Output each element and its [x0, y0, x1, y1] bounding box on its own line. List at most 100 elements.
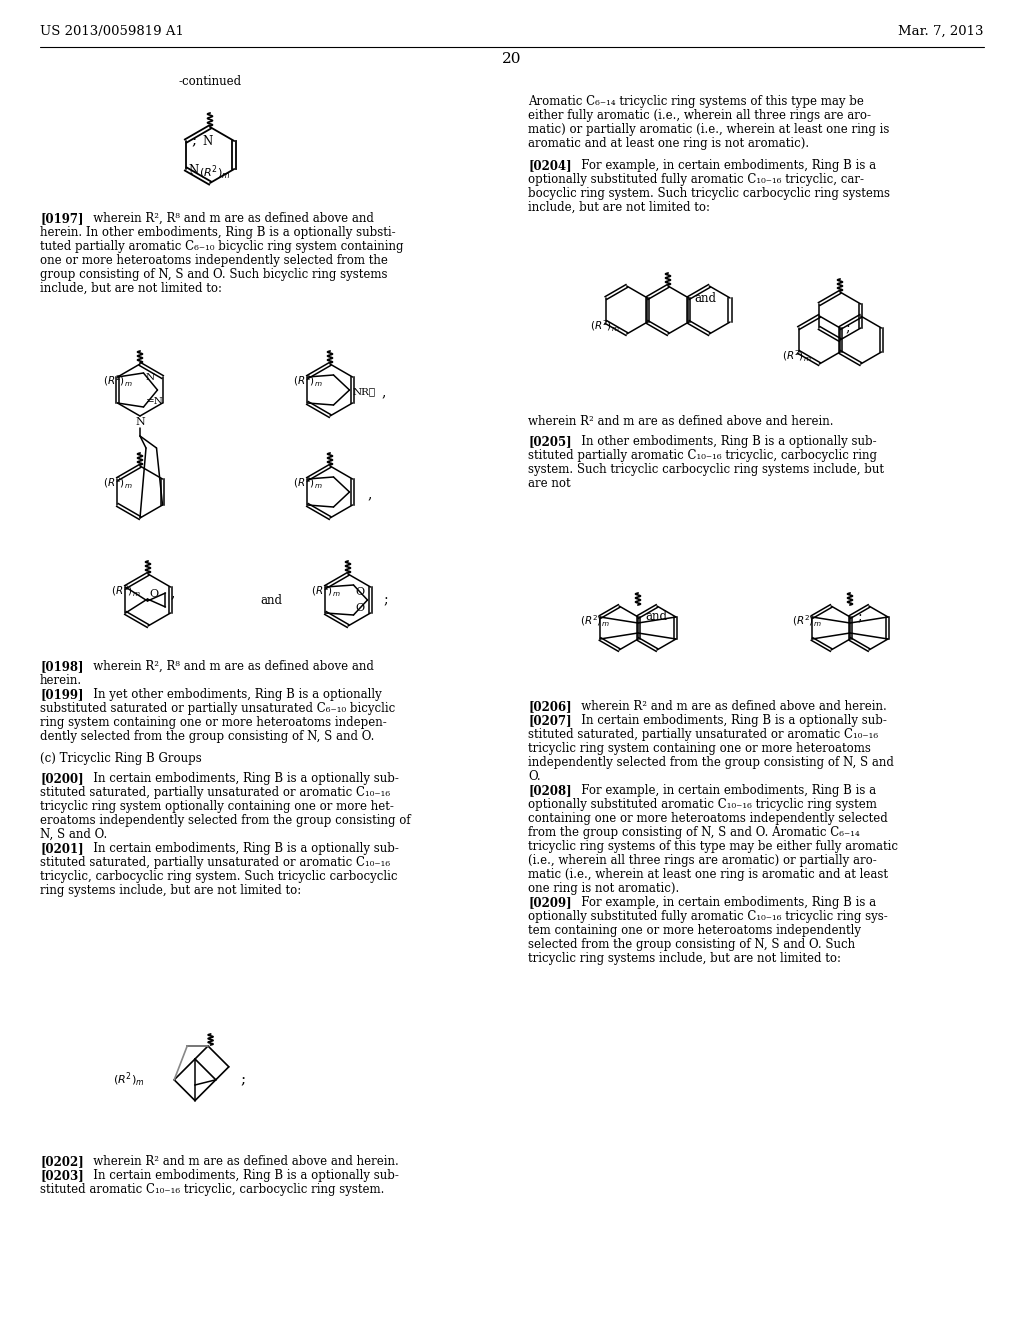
Text: ;: ; [846, 321, 851, 335]
Text: tricyclic ring system containing one or more heteroatoms: tricyclic ring system containing one or … [528, 742, 870, 755]
Text: O.: O. [528, 770, 541, 783]
Text: stituted partially aromatic C₁₀₋₁₆ tricyclic, carbocyclic ring: stituted partially aromatic C₁₀₋₁₆ tricy… [528, 449, 877, 462]
Text: either fully aromatic (i.e., wherein all three rings are aro-: either fully aromatic (i.e., wherein all… [528, 110, 871, 121]
Text: O: O [150, 589, 159, 599]
Text: In certain embodiments, Ring B is a optionally sub-: In certain embodiments, Ring B is a opti… [82, 772, 399, 785]
Text: [0199]: [0199] [40, 688, 84, 701]
Text: (i.e., wherein all three rings are aromatic) or partially aro-: (i.e., wherein all three rings are aroma… [528, 854, 877, 867]
Text: aromatic and at least one ring is not aromatic).: aromatic and at least one ring is not ar… [528, 137, 809, 150]
Text: tem containing one or more heteroatoms independently: tem containing one or more heteroatoms i… [528, 924, 861, 937]
Text: [0205]: [0205] [528, 436, 571, 447]
Text: $(R^2)_m$: $(R^2)_m$ [581, 614, 610, 628]
Text: $(R^2)_m$: $(R^2)_m$ [293, 374, 323, 388]
Text: In certain embodiments, Ring B is a optionally sub-: In certain embodiments, Ring B is a opti… [82, 842, 399, 855]
Text: ;: ; [241, 1073, 246, 1086]
Text: $(R^2)_m$: $(R^2)_m$ [113, 1071, 144, 1089]
Text: [0203]: [0203] [40, 1170, 84, 1181]
Text: ,: , [368, 487, 372, 502]
Text: ;: ; [858, 610, 862, 624]
Text: In certain embodiments, Ring B is a optionally sub-: In certain embodiments, Ring B is a opti… [570, 714, 887, 727]
Text: [0197]: [0197] [40, 213, 84, 224]
Text: herein. In other embodiments, Ring B is a optionally substi-: herein. In other embodiments, Ring B is … [40, 226, 395, 239]
Text: $(R^2)_m$: $(R^2)_m$ [590, 318, 620, 334]
Text: herein.: herein. [40, 675, 82, 686]
Text: For example, in certain embodiments, Ring B is a: For example, in certain embodiments, Rin… [570, 784, 877, 797]
Text: are not: are not [528, 477, 570, 490]
Text: Mar. 7, 2013: Mar. 7, 2013 [898, 25, 984, 38]
Text: and: and [646, 610, 668, 623]
Text: [0204]: [0204] [528, 158, 571, 172]
Text: one ring is not aromatic).: one ring is not aromatic). [528, 882, 679, 895]
Text: wherein R², R⁸ and m are as defined above and: wherein R², R⁸ and m are as defined abov… [82, 660, 374, 673]
Text: wherein R² and m are as defined above and herein.: wherein R² and m are as defined above an… [528, 414, 834, 428]
Text: ring system containing one or more heteroatoms indepen-: ring system containing one or more heter… [40, 715, 387, 729]
Text: eroatoms independently selected from the group consisting of: eroatoms independently selected from the… [40, 814, 411, 828]
Text: tricyclic ring systems of this type may be either fully aromatic: tricyclic ring systems of this type may … [528, 840, 898, 853]
Text: [0200]: [0200] [40, 772, 84, 785]
Text: ;: ; [191, 135, 197, 148]
Text: N: N [145, 372, 155, 381]
Text: stituted saturated, partially unsaturated or aromatic C₁₀₋₁₆: stituted saturated, partially unsaturate… [40, 785, 390, 799]
Text: [0209]: [0209] [528, 896, 571, 909]
Text: wherein R², R⁸ and m are as defined above and: wherein R², R⁸ and m are as defined abov… [82, 213, 374, 224]
Text: $(R^2)_m$: $(R^2)_m$ [311, 583, 341, 599]
Text: $(R^2)_m$: $(R^2)_m$ [293, 475, 323, 491]
Text: 20: 20 [502, 51, 522, 66]
Text: Aromatic C₆₋₁₄ tricyclic ring systems of this type may be: Aromatic C₆₋₁₄ tricyclic ring systems of… [528, 95, 864, 108]
Text: $(R^2)_m$: $(R^2)_m$ [782, 348, 812, 364]
Text: (c) Tricyclic Ring B Groups: (c) Tricyclic Ring B Groups [40, 752, 202, 766]
Text: $(R^2)_m$: $(R^2)_m$ [793, 614, 822, 628]
Text: In yet other embodiments, Ring B is a optionally: In yet other embodiments, Ring B is a op… [82, 688, 382, 701]
Text: ,: , [170, 586, 175, 601]
Text: In other embodiments, Ring B is a optionally sub-: In other embodiments, Ring B is a option… [570, 436, 877, 447]
Text: optionally substituted fully aromatic C₁₀₋₁₆ tricyclic, car-: optionally substituted fully aromatic C₁… [528, 173, 864, 186]
Text: [0206]: [0206] [528, 700, 571, 713]
Text: wherein R² and m are as defined above and herein.: wherein R² and m are as defined above an… [82, 1155, 398, 1168]
Text: =N: =N [145, 397, 164, 407]
Text: optionally substituted fully aromatic C₁₀₋₁₆ tricyclic ring sys-: optionally substituted fully aromatic C₁… [528, 909, 888, 923]
Text: NRᶋ: NRᶋ [352, 388, 376, 396]
Text: O: O [355, 603, 365, 612]
Text: and: and [694, 292, 717, 305]
Text: N: N [203, 135, 213, 148]
Text: tricyclic ring system optionally containing one or more het-: tricyclic ring system optionally contain… [40, 800, 394, 813]
Text: independently selected from the group consisting of N, S and: independently selected from the group co… [528, 756, 894, 770]
Text: matic (i.e., wherein at least one ring is aromatic and at least: matic (i.e., wherein at least one ring i… [528, 869, 888, 880]
Text: For example, in certain embodiments, Ring B is a: For example, in certain embodiments, Rin… [570, 896, 877, 909]
Text: matic) or partially aromatic (i.e., wherein at least one ring is: matic) or partially aromatic (i.e., wher… [528, 123, 890, 136]
Text: group consisting of N, S and O. Such bicyclic ring systems: group consisting of N, S and O. Such bic… [40, 268, 387, 281]
Text: tricyclic, carbocyclic ring system. Such tricyclic carbocyclic: tricyclic, carbocyclic ring system. Such… [40, 870, 397, 883]
Text: stituted saturated, partially unsaturated or aromatic C₁₀₋₁₆: stituted saturated, partially unsaturate… [40, 855, 390, 869]
Text: [0207]: [0207] [528, 714, 571, 727]
Text: ,: , [382, 385, 386, 399]
Text: bocyclic ring system. Such tricyclic carbocyclic ring systems: bocyclic ring system. Such tricyclic car… [528, 187, 890, 201]
Text: -continued: -continued [178, 75, 242, 88]
Text: $(R^2)_m$: $(R^2)_m$ [111, 583, 140, 599]
Text: ;: ; [383, 593, 388, 607]
Text: and: and [260, 594, 282, 606]
Text: N: N [135, 417, 144, 426]
Text: $(R^2)_m$: $(R^2)_m$ [102, 374, 132, 388]
Text: In certain embodiments, Ring B is a optionally sub-: In certain embodiments, Ring B is a opti… [82, 1170, 399, 1181]
Text: O: O [355, 587, 365, 597]
Text: optionally substituted aromatic C₁₀₋₁₆ tricyclic ring system: optionally substituted aromatic C₁₀₋₁₆ t… [528, 799, 877, 810]
Text: selected from the group consisting of N, S and O. Such: selected from the group consisting of N,… [528, 939, 855, 950]
Text: N: N [188, 165, 199, 177]
Text: [0198]: [0198] [40, 660, 84, 673]
Text: [0202]: [0202] [40, 1155, 84, 1168]
Text: containing one or more heteroatoms independently selected: containing one or more heteroatoms indep… [528, 812, 888, 825]
Text: substituted saturated or partially unsaturated C₆₋₁₀ bicyclic: substituted saturated or partially unsat… [40, 702, 395, 715]
Text: include, but are not limited to:: include, but are not limited to: [40, 282, 222, 294]
Text: include, but are not limited to:: include, but are not limited to: [528, 201, 710, 214]
Text: [0208]: [0208] [528, 784, 571, 797]
Text: wherein R² and m are as defined above and herein.: wherein R² and m are as defined above an… [570, 700, 887, 713]
Text: stituted aromatic C₁₀₋₁₆ tricyclic, carbocyclic ring system.: stituted aromatic C₁₀₋₁₆ tricyclic, carb… [40, 1183, 384, 1196]
Text: tuted partially aromatic C₆₋₁₀ bicyclic ring system containing: tuted partially aromatic C₆₋₁₀ bicyclic … [40, 240, 403, 253]
Text: US 2013/0059819 A1: US 2013/0059819 A1 [40, 25, 184, 38]
Text: $(R^2)_m$: $(R^2)_m$ [199, 164, 230, 182]
Text: tricyclic ring systems include, but are not limited to:: tricyclic ring systems include, but are … [528, 952, 841, 965]
Text: from the group consisting of N, S and O. Aromatic C₆₋₁₄: from the group consisting of N, S and O.… [528, 826, 860, 840]
Text: $(R^2)_m$: $(R^2)_m$ [102, 475, 132, 491]
Text: [0201]: [0201] [40, 842, 84, 855]
Text: stituted saturated, partially unsaturated or aromatic C₁₀₋₁₆: stituted saturated, partially unsaturate… [528, 729, 879, 741]
